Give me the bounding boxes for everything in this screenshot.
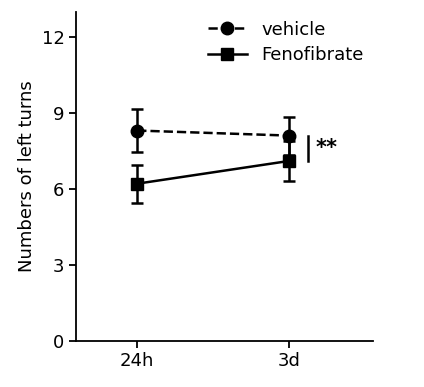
Text: **: **	[315, 138, 337, 158]
Legend: vehicle, Fenofibrate: vehicle, Fenofibrate	[208, 21, 364, 64]
Y-axis label: Numbers of left turns: Numbers of left turns	[18, 80, 36, 272]
